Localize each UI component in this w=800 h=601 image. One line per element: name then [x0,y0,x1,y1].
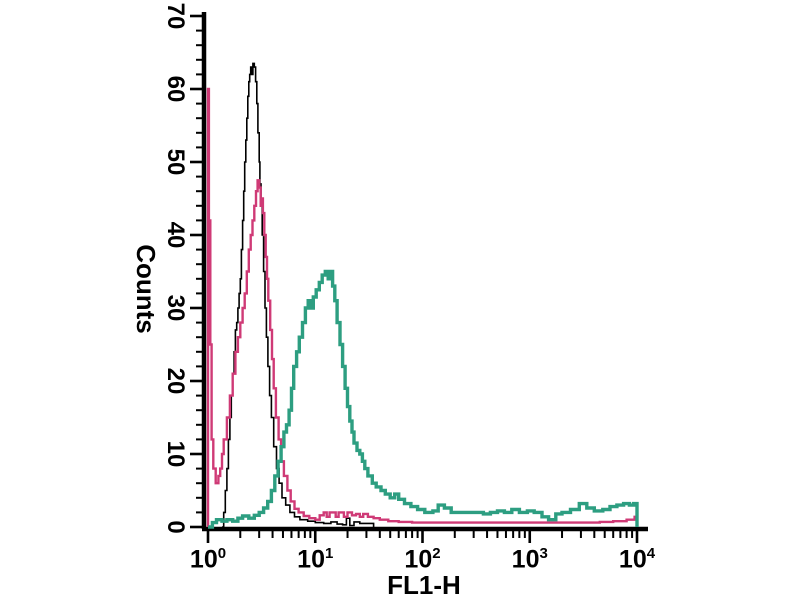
pink-trace-curve [206,87,639,527]
black-trace-curve [222,62,375,528]
teal-trace-curve [208,269,639,529]
